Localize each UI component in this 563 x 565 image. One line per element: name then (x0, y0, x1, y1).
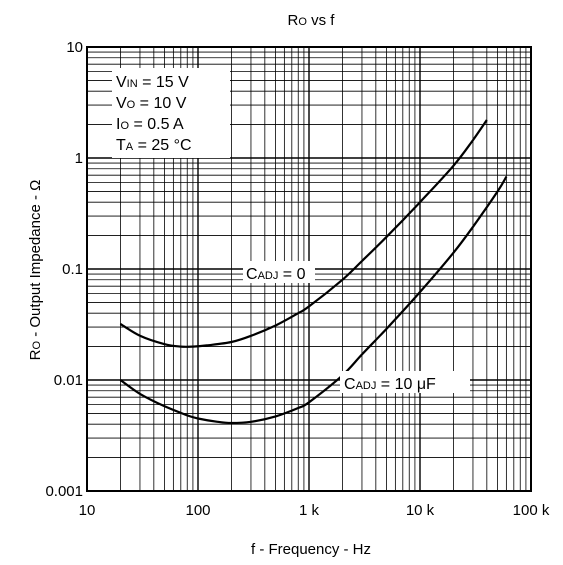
plot-frame (86, 46, 532, 492)
condition-io: IO = 0.5 A (116, 116, 184, 133)
impedance-curves (119, 119, 508, 425)
chart-title: RO vs f (288, 12, 336, 29)
x-tick-label: 100 (185, 502, 210, 519)
x-axis-ticks: 10 100 1 k 10 k 100 k (79, 502, 550, 519)
y-tick-label: 0.01 (54, 372, 83, 389)
series-label-cadj-10uf-bg (340, 371, 470, 393)
y-tick-label: 1 (75, 150, 83, 167)
curve-cadj-0 (119, 119, 488, 348)
series-label-cadj-0-bg (243, 261, 315, 283)
series-label-cadj-10uf: CADJ = 10 μF (340, 371, 470, 393)
x-tick-label: 100 k (513, 502, 550, 519)
condition-ta: TA = 25 °C (116, 137, 192, 154)
curve-cadj-10uf (119, 176, 508, 425)
conditions-box-bg (112, 68, 230, 158)
condition-vo: VO = 10 V (116, 95, 187, 112)
conditions-box: VIN = 15 V VO = 10 V IO = 0.5 A TA = 25 … (112, 68, 230, 158)
condition-vin: VIN = 15 V (116, 74, 189, 91)
x-tick-label: 1 k (299, 502, 320, 519)
series-label-cadj-0-text: CADJ = 0 (246, 266, 306, 283)
x-axis-label: f - Frequency - Hz (251, 541, 371, 558)
y-axis-label: RO - Output Impedance - Ω (27, 180, 44, 361)
y-tick-label: 0.001 (45, 483, 83, 500)
y-tick-label: 0.1 (62, 261, 83, 278)
series-label-cadj-10uf-text: CADJ = 10 μF (344, 376, 436, 393)
x-tick-label: 10 (79, 502, 96, 519)
series-label-cadj-0: CADJ = 0 (243, 261, 315, 283)
y-axis-ticks: 0.001 0.01 0.1 1 10 (45, 39, 83, 500)
x-tick-label: 10 k (406, 502, 435, 519)
y-tick-label: 10 (66, 39, 83, 56)
